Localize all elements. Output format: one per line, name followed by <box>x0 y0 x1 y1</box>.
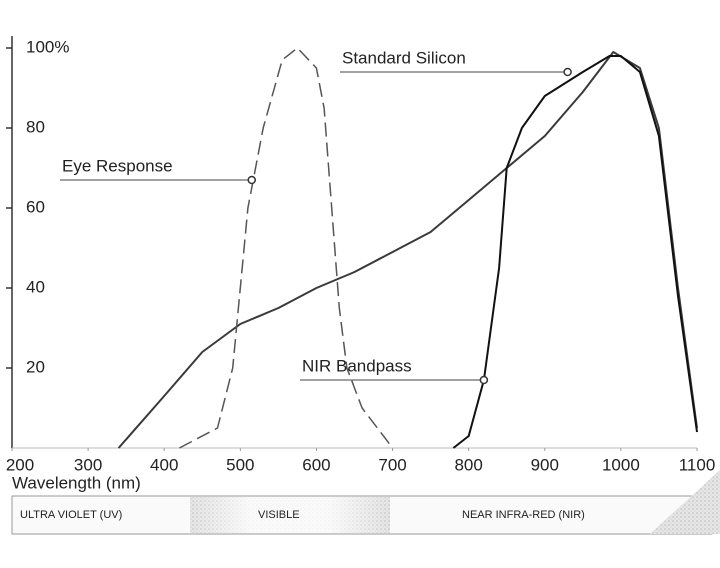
x-tick-label: 700 <box>378 455 406 474</box>
band-label: NEAR INFRA-RED (NIR) <box>462 509 585 521</box>
x-axis-title: Wavelength (nm) <box>12 473 141 492</box>
series-line <box>452 55 698 449</box>
x-tick-label: 500 <box>226 455 254 474</box>
series-line <box>117 51 698 449</box>
spectrum-bar: ULTRA VIOLET (UV) VISIBLE NEAR INFRA-RED… <box>11 470 720 535</box>
band-label: VISIBLE <box>258 509 300 521</box>
series-label: Standard Silicon <box>342 48 466 67</box>
label-point <box>479 375 489 385</box>
x-tick-label: 800 <box>454 455 482 474</box>
band-label: ULTRA VIOLET (UV) <box>20 509 122 521</box>
y-tick-label: 40 <box>26 277 45 296</box>
y-tick-label: 20 <box>26 357 45 376</box>
label-point <box>563 67 572 77</box>
visible-glow <box>190 497 390 533</box>
x-tick-label: 600 <box>302 455 330 474</box>
y-tick-label: 100% <box>26 37 69 56</box>
x-tick-label: 300 <box>74 455 102 474</box>
corner-shade <box>650 470 720 534</box>
series-label: Eye Response <box>62 156 173 175</box>
x-tick-label: 1000 <box>602 455 640 474</box>
series-line <box>179 47 394 449</box>
x-tick-label: 200 <box>6 455 34 474</box>
x-tick-label: 1100 <box>679 455 716 474</box>
x-tick-label: 900 <box>531 455 559 474</box>
y-tick-label: 60 <box>26 197 45 216</box>
x-tick-label: 400 <box>150 455 178 474</box>
series-label: NIR Bandpass <box>302 356 412 375</box>
y-tick-label: 80 <box>26 117 45 136</box>
label-point <box>247 175 256 185</box>
